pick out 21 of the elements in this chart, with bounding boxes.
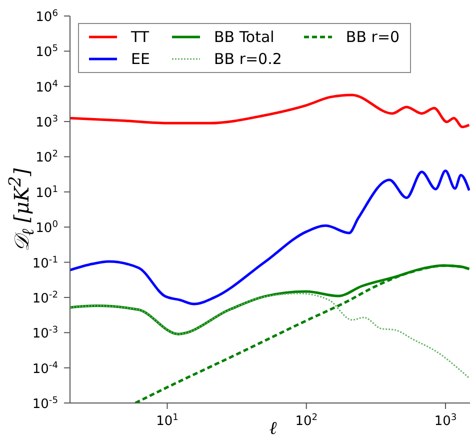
y-tick-label: 10$^{6}$ (36, 9, 58, 25)
y-tick-label: 10$^{2}$ (36, 150, 58, 166)
x-tick-label: 10$^{2}$ (295, 413, 318, 429)
y-tick-label: 10$^{-3}$ (32, 326, 58, 342)
x-tick-label: 10$^{1}$ (156, 413, 178, 429)
legend-label: BB Total (214, 28, 274, 46)
legend-label: BB r=0 (346, 28, 400, 46)
legend-label: BB r=0.2 (214, 50, 282, 68)
y-tick-label: 10$^{4}$ (36, 79, 58, 96)
y-tick-label: 10$^{0}$ (36, 220, 58, 236)
y-tick-label: 10$^{-5}$ (32, 396, 58, 412)
y-tick-label: 10$^{5}$ (36, 44, 58, 60)
x-tick-label: 10$^{3}$ (434, 413, 457, 429)
y-tick-label: 10$^{-4}$ (32, 360, 58, 377)
y-tick-label: 10$^{-2}$ (32, 290, 58, 306)
y-tick-label: 10$^{-1}$ (32, 255, 58, 272)
legend-label: TT (131, 28, 150, 46)
y-tick-label: 10$^{3}$ (36, 114, 58, 131)
y-tick-label: 10$^{1}$ (36, 184, 58, 201)
x-axis-title: ℓ (269, 418, 277, 439)
legend-label: EE (131, 50, 150, 68)
